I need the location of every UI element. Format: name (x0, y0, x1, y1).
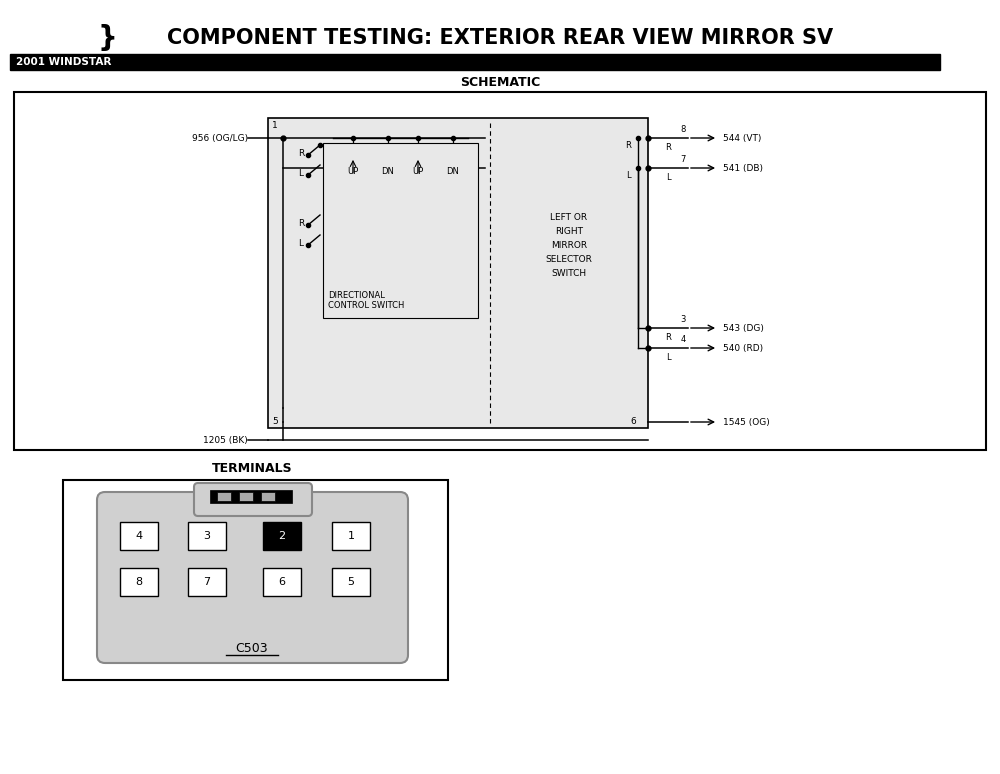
Text: LEFT OR: LEFT OR (550, 214, 588, 222)
Bar (263, 568, 301, 596)
Text: UP: UP (347, 166, 359, 176)
Bar (261, 492, 275, 501)
Text: DN: DN (382, 166, 394, 176)
Text: L: L (666, 354, 670, 362)
Bar (188, 522, 226, 550)
Text: L: L (298, 169, 303, 177)
Text: 540 (RD): 540 (RD) (723, 344, 763, 352)
Text: 956 (OG/LG): 956 (OG/LG) (192, 133, 248, 142)
Text: C503: C503 (236, 642, 268, 655)
Text: 1205 (BK): 1205 (BK) (203, 436, 248, 444)
Text: 6: 6 (278, 577, 286, 587)
Text: RIGHT: RIGHT (555, 228, 583, 237)
Text: 2001 WINDSTAR: 2001 WINDSTAR (16, 57, 111, 67)
Text: 543 (DG): 543 (DG) (723, 324, 764, 333)
Text: 1: 1 (272, 122, 278, 131)
Text: R: R (298, 149, 304, 157)
Text: 544 (VT): 544 (VT) (723, 133, 761, 142)
Text: 5: 5 (272, 417, 278, 426)
Text: SELECTOR: SELECTOR (546, 255, 592, 265)
Text: L: L (666, 173, 670, 183)
Text: 1545 (OG): 1545 (OG) (723, 417, 770, 426)
Text: R: R (298, 218, 304, 228)
Text: UP: UP (412, 166, 424, 176)
Text: CONTROL SWITCH: CONTROL SWITCH (328, 302, 404, 310)
Text: }: } (97, 24, 117, 52)
Text: R: R (625, 142, 631, 150)
Text: 3: 3 (680, 316, 686, 324)
Text: DIRECTIONAL: DIRECTIONAL (328, 292, 385, 300)
Text: 2: 2 (278, 531, 286, 541)
Bar (14, 92, 986, 450)
Bar (217, 492, 231, 501)
Bar (120, 568, 158, 596)
Bar (263, 522, 301, 550)
Bar (332, 568, 370, 596)
Bar (63, 480, 448, 680)
Text: 8: 8 (680, 125, 686, 135)
Text: 7: 7 (203, 577, 211, 587)
Text: 5: 5 (348, 577, 354, 587)
Bar (268, 118, 648, 428)
Bar (120, 522, 158, 550)
Text: COMPONENT TESTING: EXTERIOR REAR VIEW MIRROR SV: COMPONENT TESTING: EXTERIOR REAR VIEW MI… (167, 28, 833, 48)
Text: L: L (298, 238, 303, 248)
Text: 3: 3 (204, 531, 210, 541)
Bar (239, 492, 253, 501)
Text: 4: 4 (680, 335, 686, 344)
Text: DN: DN (447, 166, 459, 176)
Bar (188, 568, 226, 596)
Text: MIRROR: MIRROR (551, 241, 587, 251)
Text: R: R (665, 334, 671, 343)
Bar (332, 522, 370, 550)
Bar (10, 54, 940, 70)
FancyBboxPatch shape (97, 492, 408, 663)
Text: R: R (665, 143, 671, 152)
Text: 6: 6 (630, 417, 636, 426)
Bar (210, 490, 292, 503)
Text: 8: 8 (135, 577, 143, 587)
Text: 4: 4 (135, 531, 143, 541)
Text: 7: 7 (680, 156, 686, 165)
Bar (323, 143, 478, 318)
Text: L: L (626, 172, 630, 180)
FancyBboxPatch shape (194, 483, 312, 516)
Text: 1: 1 (348, 531, 354, 541)
Text: SWITCH: SWITCH (551, 269, 587, 279)
Text: 541 (DB): 541 (DB) (723, 163, 763, 173)
Text: SCHEMATIC: SCHEMATIC (460, 76, 540, 88)
Text: TERMINALS: TERMINALS (212, 461, 292, 474)
